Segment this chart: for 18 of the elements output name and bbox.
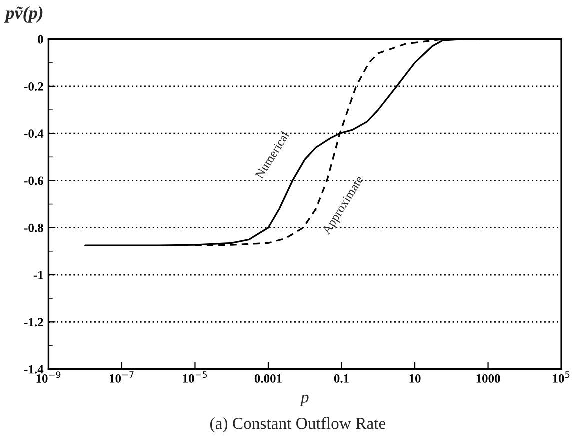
x-tick-label: 10$^{−5}$ xyxy=(183,372,208,383)
x-tick-label: 10$^{−7}$ xyxy=(110,372,134,383)
y-tick-label: 0 xyxy=(38,35,44,44)
y-tick-label: -0.2 xyxy=(24,82,44,91)
x-tick-label: 10$^{5}$ xyxy=(553,372,570,383)
x-tick-label: 0.1 xyxy=(334,374,349,383)
y-tick-label: -0.4 xyxy=(24,130,44,138)
x-tick-label: 1000 xyxy=(476,374,500,383)
y-tick-label: -1.2 xyxy=(24,318,44,327)
text: (a) Constant Outflow Rate xyxy=(210,417,386,433)
y-tick-label: -0.6 xyxy=(24,176,44,186)
y-tick-label: -1 xyxy=(34,271,44,280)
x-tick-label: 10 xyxy=(410,374,421,383)
y-axis-title: pṽ(p) xyxy=(4,6,43,23)
x-axis-title: p xyxy=(300,394,309,406)
x-tick-label: 0.001 xyxy=(254,374,282,383)
y-tick-label: -1.4 xyxy=(24,365,44,374)
y-tick-label: -0.8 xyxy=(24,224,44,232)
